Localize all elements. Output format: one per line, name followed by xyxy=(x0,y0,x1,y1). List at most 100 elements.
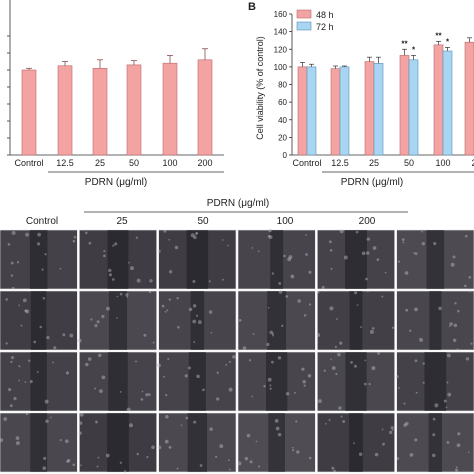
wound-gap-band xyxy=(267,291,287,350)
cell-speckle xyxy=(116,295,119,298)
panel-b-bar-72h xyxy=(408,59,419,156)
micrograph-cell xyxy=(317,290,395,351)
cell-speckle xyxy=(148,290,152,294)
wound-gap-band xyxy=(270,230,284,289)
cell-speckle xyxy=(463,284,467,288)
cell-speckle xyxy=(119,391,122,393)
cell-speckle xyxy=(419,337,423,342)
micrograph-cell xyxy=(158,351,237,412)
micrograph-cell xyxy=(237,290,316,351)
cell-speckle xyxy=(443,399,447,403)
cell-speckle xyxy=(268,228,272,233)
cell-speckle xyxy=(208,280,211,283)
cell-speckle xyxy=(301,367,305,371)
cell-speckle xyxy=(99,389,103,394)
cell-speckle xyxy=(16,261,20,264)
cell-speckle xyxy=(108,268,112,273)
cell-speckle xyxy=(339,341,343,345)
cell-speckle xyxy=(72,239,76,243)
cell-speckle xyxy=(267,235,271,238)
cell-speckle xyxy=(59,267,62,270)
cell-speckle xyxy=(457,432,461,436)
cell-speckle xyxy=(317,399,322,404)
panel-a-bar xyxy=(162,62,178,156)
cell-speckle xyxy=(22,298,27,303)
cell-speckle xyxy=(445,406,448,409)
cell-speckle xyxy=(5,342,8,345)
cell-speckle xyxy=(269,387,272,390)
cell-speckle xyxy=(192,279,196,283)
cell-speckle xyxy=(328,418,331,422)
cell-speckle xyxy=(148,393,151,396)
micrograph-cell xyxy=(79,229,157,290)
micrograph-cell xyxy=(237,351,316,412)
cell-speckle xyxy=(330,358,332,361)
cell-speckle xyxy=(112,244,115,247)
cell-speckle xyxy=(130,266,134,271)
cell-speckle xyxy=(195,314,199,317)
cell-speckle xyxy=(396,457,400,460)
cell-speckle xyxy=(105,453,110,458)
cell-speckle xyxy=(103,250,106,253)
micrograph-cell xyxy=(0,229,78,290)
cell-speckle xyxy=(228,387,233,392)
panel-b-x-axis-label: PDRN (μg/ml) xyxy=(341,177,403,188)
cell-speckle xyxy=(73,235,77,239)
panel-b-bar-48h xyxy=(399,55,410,156)
cell-speckle xyxy=(42,297,46,300)
cell-speckle xyxy=(94,387,97,390)
cell-speckle xyxy=(177,325,180,329)
cell-speckle xyxy=(165,414,169,419)
panel-b-y-tick-label: 40 xyxy=(278,116,287,125)
panel-b-bar-48h xyxy=(364,61,375,156)
cell-speckle xyxy=(397,386,400,389)
cell-speckle xyxy=(33,340,37,344)
cell-speckle xyxy=(8,387,12,392)
cell-speckle xyxy=(432,433,436,437)
cell-speckle xyxy=(24,381,27,384)
cell-speckle xyxy=(401,238,405,242)
panel-b-x-tick-label: 100 xyxy=(435,158,450,168)
cell-speckle xyxy=(268,235,273,239)
cell-speckle xyxy=(94,324,98,328)
panel-a-x-tick-label: 50 xyxy=(129,158,139,168)
wound-healing-image-panel: Control PDRN (μg/ml) 25 50 100 200 xyxy=(0,198,474,473)
cell-speckle xyxy=(106,306,110,311)
cell-speckle xyxy=(65,439,69,443)
cell-speckle xyxy=(414,252,418,256)
panel-a-bar xyxy=(197,59,213,156)
cell-speckle xyxy=(140,397,144,401)
cell-speckle xyxy=(269,384,272,387)
cell-speckle xyxy=(415,391,418,394)
cell-speckle xyxy=(96,465,99,468)
cell-speckle xyxy=(369,329,374,334)
panel-b-x-tick-label: Control xyxy=(292,158,321,168)
cell-speckle xyxy=(391,326,395,329)
cell-speckle xyxy=(15,441,20,446)
cell-speckle xyxy=(275,426,280,431)
cell-speckle xyxy=(360,326,363,328)
cell-speckle xyxy=(329,249,333,252)
cell-speckle xyxy=(251,395,254,398)
cell-speckle xyxy=(252,333,255,335)
panel-b-legend-label-72h: 72 h xyxy=(316,22,334,32)
cell-speckle xyxy=(15,436,20,440)
panel-b-x-tick-label: 25 xyxy=(369,158,379,168)
cell-speckle xyxy=(225,363,228,366)
cell-speckle xyxy=(209,427,213,431)
cell-speckle xyxy=(331,466,335,470)
cell-speckle xyxy=(457,309,460,313)
cell-speckle xyxy=(67,458,71,463)
panel-a-bar xyxy=(126,64,142,156)
cell-speckle xyxy=(96,320,100,324)
cell-speckle xyxy=(272,334,274,337)
cell-speckle xyxy=(453,323,458,328)
cell-speckle xyxy=(88,241,92,245)
panel-b-bar-72h xyxy=(442,50,453,156)
panel-b-legend-swatch-72h xyxy=(296,21,312,31)
cell-speckle xyxy=(305,253,308,256)
cell-speckle xyxy=(248,359,252,362)
cell-speckle xyxy=(328,240,332,244)
cell-speckle xyxy=(166,309,169,312)
